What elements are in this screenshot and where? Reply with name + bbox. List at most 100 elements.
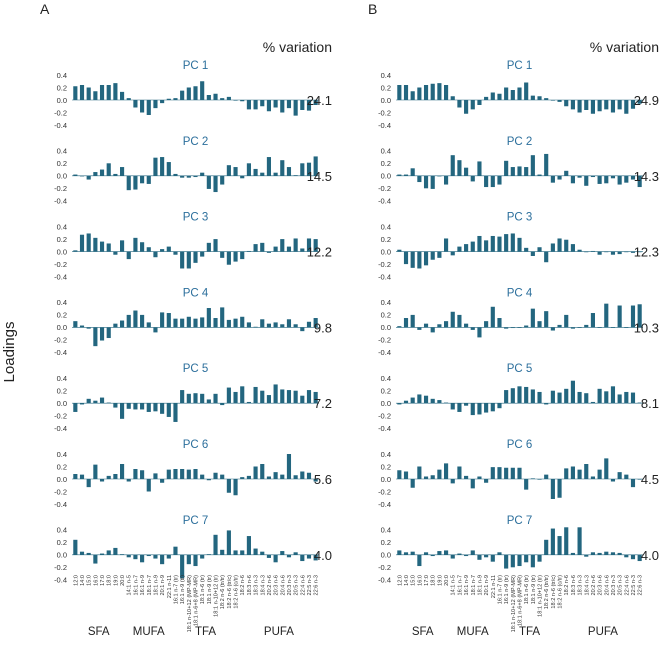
loading-bar	[240, 550, 245, 555]
loading-bar	[99, 85, 105, 100]
loading-bar	[423, 323, 429, 328]
loading-bar	[410, 251, 415, 268]
loading-bar	[313, 318, 318, 328]
loading-bar	[120, 320, 125, 328]
category-label: 20:3 n-6	[274, 575, 280, 596]
loading-bar	[286, 100, 292, 109]
y-tick-label: 0.0	[57, 551, 67, 560]
y-tick-label: -0.2	[54, 412, 67, 421]
loading-bar	[266, 476, 271, 479]
loading-bar	[490, 467, 495, 480]
category-label: 18:1 n-10+12 (tr)	[214, 575, 220, 617]
loading-bar	[220, 549, 225, 555]
category-label: 18:2 n-6	[564, 575, 570, 596]
loading-bar	[397, 550, 402, 555]
loading-bar	[99, 241, 105, 252]
loading-bar	[313, 156, 318, 176]
loading-bar	[180, 469, 185, 479]
category-label: 16:1 n-9	[464, 575, 470, 596]
loading-bar	[530, 251, 535, 256]
loading-bar	[604, 251, 609, 253]
y-tick-label: 0.0	[381, 96, 391, 105]
loading-bar	[186, 175, 191, 178]
loading-bar	[450, 251, 455, 256]
loading-bar	[120, 167, 125, 176]
loading-bar	[403, 552, 409, 555]
loading-bar	[153, 473, 158, 479]
loading-bar	[477, 403, 482, 415]
loading-bar	[140, 554, 145, 563]
loading-bar	[120, 403, 125, 419]
loading-bar	[624, 554, 629, 558]
variation-header-a: % variation	[263, 39, 332, 55]
loading-bar	[253, 100, 258, 110]
loading-bar	[403, 251, 409, 265]
category-label: 17:0	[100, 575, 106, 586]
loading-bar	[637, 175, 642, 188]
loading-bar	[246, 163, 251, 176]
loading-bar	[544, 403, 549, 405]
loading-bar	[597, 469, 602, 479]
loading-bar	[106, 475, 111, 480]
loading-bar	[544, 311, 549, 328]
loading-bar	[220, 98, 225, 101]
loading-bar	[403, 318, 409, 328]
loading-bar	[630, 305, 636, 328]
loading-bar	[240, 477, 245, 480]
loading-bar	[564, 170, 569, 176]
loading-bar	[93, 237, 98, 252]
loading-bar	[570, 100, 575, 110]
loading-bar	[113, 251, 118, 255]
loading-bar	[300, 163, 305, 176]
category-label: 20:5 n-3	[618, 575, 624, 596]
pc-title: PC 7	[507, 515, 533, 527]
loading-bar	[160, 554, 165, 565]
loading-bar	[410, 91, 415, 100]
loading-bar	[617, 100, 622, 110]
pc-chart: PC 1 0.4 0.2 0.0 -0.2 -0.4 24.9	[378, 60, 659, 130]
loading-bar	[624, 391, 629, 404]
y-tick-label: 0.0	[57, 399, 67, 408]
category-label: 15:0	[411, 575, 417, 586]
loading-bar	[617, 472, 622, 479]
loading-bar	[423, 476, 429, 479]
loading-bar	[403, 400, 409, 404]
loading-bar	[530, 95, 535, 101]
category-label: 22:6 n-3	[638, 575, 644, 596]
loading-bar	[557, 392, 562, 404]
loading-bar	[213, 175, 218, 193]
loading-bar	[490, 92, 495, 100]
y-tick-label: 0.2	[57, 235, 67, 244]
loading-bar	[477, 161, 482, 176]
category-label: 19:0	[437, 575, 443, 586]
loading-bar	[133, 175, 138, 190]
loading-bar	[524, 554, 529, 563]
loading-bar	[410, 551, 415, 555]
loading-bar	[193, 175, 198, 178]
loading-bar	[260, 464, 265, 479]
loading-bar	[604, 175, 609, 184]
loading-bar	[233, 479, 238, 496]
y-tick-label: -0.4	[54, 197, 67, 206]
loading-bar	[597, 388, 602, 404]
loading-bar	[590, 552, 595, 555]
loading-bar	[477, 476, 482, 479]
loading-bar	[517, 327, 522, 328]
category-label: 18:1 n-9 (tr)	[207, 575, 213, 604]
loading-bar	[180, 175, 185, 178]
variation-value: 12.2	[307, 245, 332, 260]
loading-bar	[477, 554, 482, 560]
pc-title: PC 3	[507, 212, 533, 224]
loading-bar	[166, 469, 171, 479]
loading-bar	[517, 237, 522, 252]
loading-bar	[624, 327, 629, 328]
loading-bar	[457, 314, 462, 328]
y-tick-label: 0.0	[57, 247, 67, 256]
loading-bar	[293, 238, 298, 252]
loading-bar	[430, 554, 435, 557]
loading-bar	[444, 238, 449, 252]
loading-bar	[300, 554, 305, 562]
loading-bar	[577, 175, 582, 178]
loading-bar	[530, 155, 535, 176]
loading-bar	[584, 251, 589, 253]
